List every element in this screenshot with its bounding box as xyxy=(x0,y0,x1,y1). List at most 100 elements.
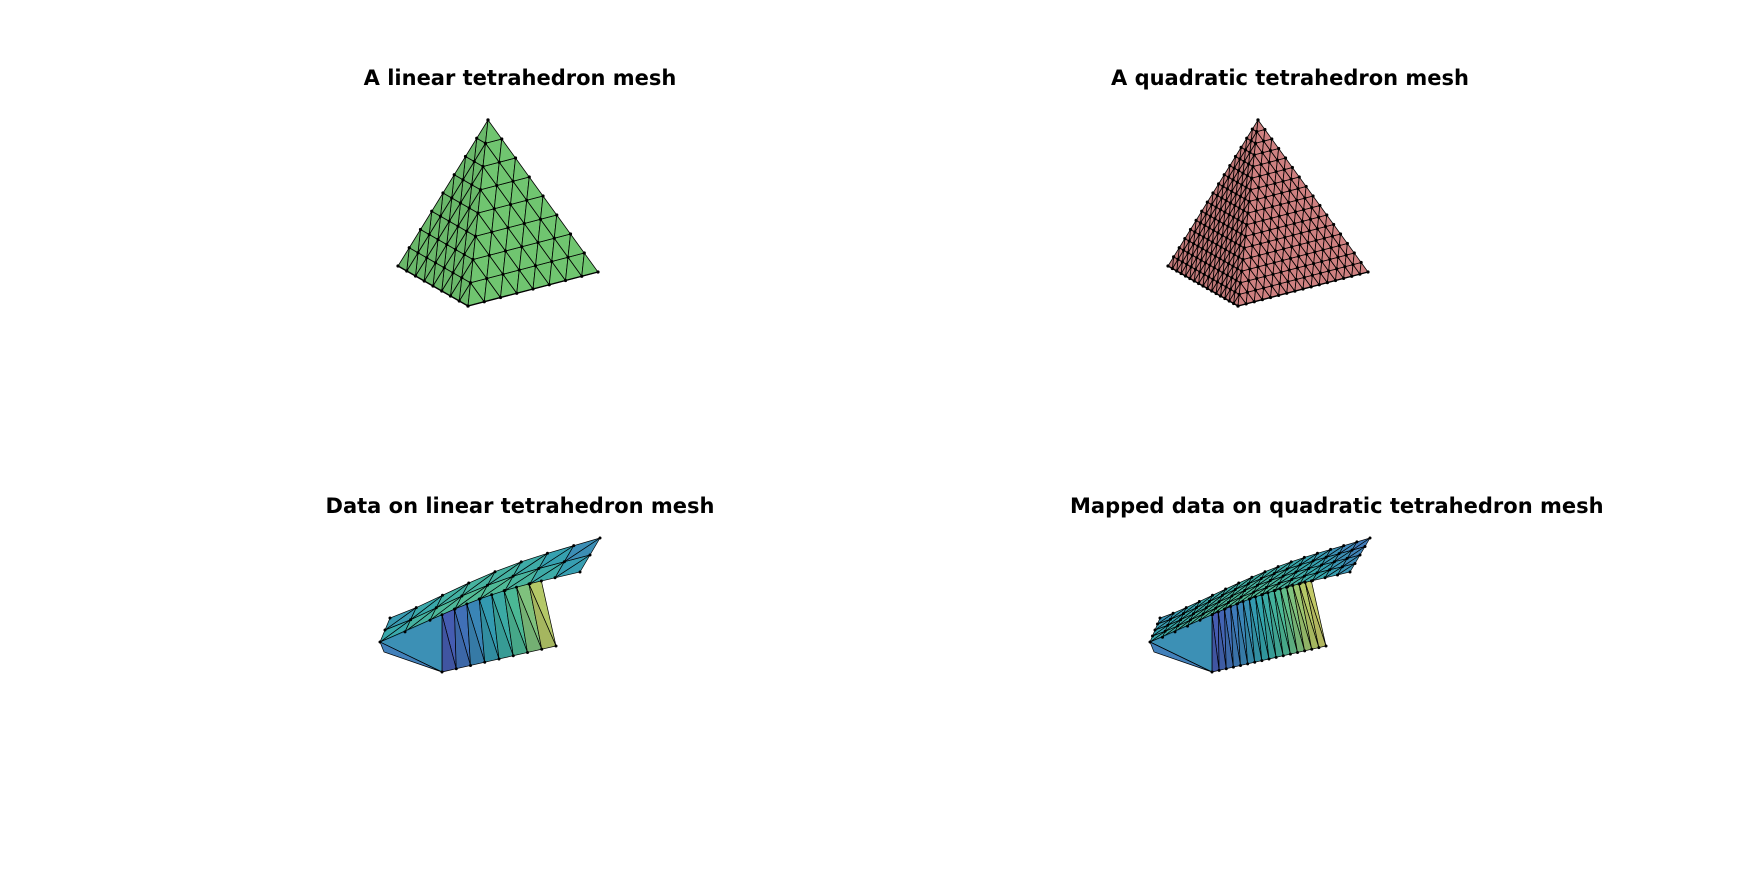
mesh-node xyxy=(1148,640,1152,644)
mesh-node xyxy=(1277,146,1281,151)
mesh-node xyxy=(441,191,445,195)
mesh-node xyxy=(483,141,488,145)
mapped-data-plot xyxy=(1148,536,1372,674)
mesh-node xyxy=(503,249,508,253)
mesh-node xyxy=(440,613,444,617)
mesh-node xyxy=(1233,154,1238,159)
mesh-element xyxy=(526,175,544,201)
mesh-node xyxy=(1230,227,1234,231)
mesh-node xyxy=(1214,606,1218,610)
mesh-node xyxy=(562,560,566,564)
mesh-node xyxy=(1243,234,1248,238)
mesh-node xyxy=(1284,224,1288,228)
mesh-node xyxy=(1313,250,1317,254)
mesh-node xyxy=(1224,198,1228,203)
mesh-node xyxy=(1252,590,1256,594)
mesh-node xyxy=(1272,261,1276,265)
mesh-element xyxy=(454,609,471,670)
mesh-element xyxy=(1325,545,1344,558)
mesh-node xyxy=(1285,585,1289,589)
mesh-node xyxy=(1179,618,1183,622)
mesh-node xyxy=(1234,278,1238,282)
mesh-node xyxy=(1270,284,1274,288)
mesh-node xyxy=(1256,583,1259,587)
mesh-node xyxy=(1277,214,1281,218)
mesh-node xyxy=(1186,251,1190,255)
mesh-node xyxy=(1343,265,1347,269)
mesh-node xyxy=(1197,600,1201,604)
mesh-node xyxy=(1251,164,1255,169)
mesh-node xyxy=(1222,173,1226,177)
mesh-node xyxy=(1207,275,1211,279)
mesh-element xyxy=(1286,557,1305,570)
mesh-node xyxy=(1303,264,1308,268)
mesh-node xyxy=(1247,162,1251,166)
mesh-node xyxy=(1163,629,1167,633)
mesh-node xyxy=(1368,536,1372,540)
mesh-node xyxy=(1227,213,1231,217)
mesh-element xyxy=(512,156,530,182)
mesh-element xyxy=(1290,166,1300,180)
mesh-node xyxy=(1318,203,1322,208)
mesh-node xyxy=(1205,200,1209,204)
mesh-node xyxy=(1187,239,1191,243)
mesh-node xyxy=(486,118,490,122)
mesh-node xyxy=(1230,594,1234,598)
mesh-node xyxy=(1203,223,1207,227)
mesh-node xyxy=(1274,170,1278,174)
mesh-node xyxy=(1281,574,1285,578)
mesh-node xyxy=(1327,269,1331,273)
mesh-node xyxy=(1233,290,1237,294)
mesh-node xyxy=(438,214,443,218)
mesh-node xyxy=(1210,203,1214,207)
mesh-node xyxy=(1188,618,1192,622)
mesh-node xyxy=(1222,222,1226,226)
mesh-node xyxy=(1239,145,1243,149)
mesh-node xyxy=(383,628,387,632)
mesh-element xyxy=(419,211,433,236)
mesh-element xyxy=(431,192,444,217)
mesh-node xyxy=(388,616,392,620)
mesh-node xyxy=(1320,259,1324,264)
mesh-node xyxy=(1274,655,1278,659)
mesh-node xyxy=(436,237,440,242)
mesh-element xyxy=(478,599,500,663)
mesh-node xyxy=(1288,189,1292,193)
mesh-node xyxy=(433,261,438,265)
mesh-node xyxy=(485,276,489,281)
mesh-element xyxy=(1222,582,1239,596)
mesh-node xyxy=(1213,254,1218,258)
mesh-node xyxy=(1196,244,1200,248)
mesh-node xyxy=(1282,168,1286,172)
mesh-node xyxy=(517,268,521,272)
mesh-node xyxy=(1186,624,1189,628)
mesh-node xyxy=(1261,593,1264,597)
mesh-element xyxy=(466,603,486,666)
mesh-element xyxy=(528,583,557,650)
mesh-node xyxy=(1188,227,1193,232)
mesh-node xyxy=(442,266,446,270)
mesh-node xyxy=(501,272,505,276)
mesh-element xyxy=(485,118,503,144)
mesh-node xyxy=(1324,644,1328,648)
mesh-node xyxy=(1202,235,1206,239)
mesh-node xyxy=(418,227,423,232)
mesh-node xyxy=(478,188,483,192)
mesh-node xyxy=(1230,189,1234,193)
mesh-node xyxy=(1273,249,1278,253)
mesh-element xyxy=(564,537,601,563)
mesh-node xyxy=(1228,287,1233,291)
mesh-node xyxy=(1243,197,1247,201)
mesh-node xyxy=(1252,153,1256,157)
mesh-element xyxy=(1247,571,1266,585)
mesh-node xyxy=(1345,241,1349,246)
panel-quadratic-mesh: A quadratic tetrahedron mesh xyxy=(1070,66,1510,366)
mesh-node xyxy=(1255,130,1259,134)
panel-linear-mesh: A linear tetrahedron mesh xyxy=(300,66,740,366)
mesh-node xyxy=(1197,232,1201,237)
mesh-node xyxy=(465,602,469,606)
mesh-node xyxy=(1342,544,1346,548)
mesh-node xyxy=(1212,228,1216,232)
mesh-node xyxy=(497,657,501,661)
mesh-node xyxy=(1231,178,1235,182)
